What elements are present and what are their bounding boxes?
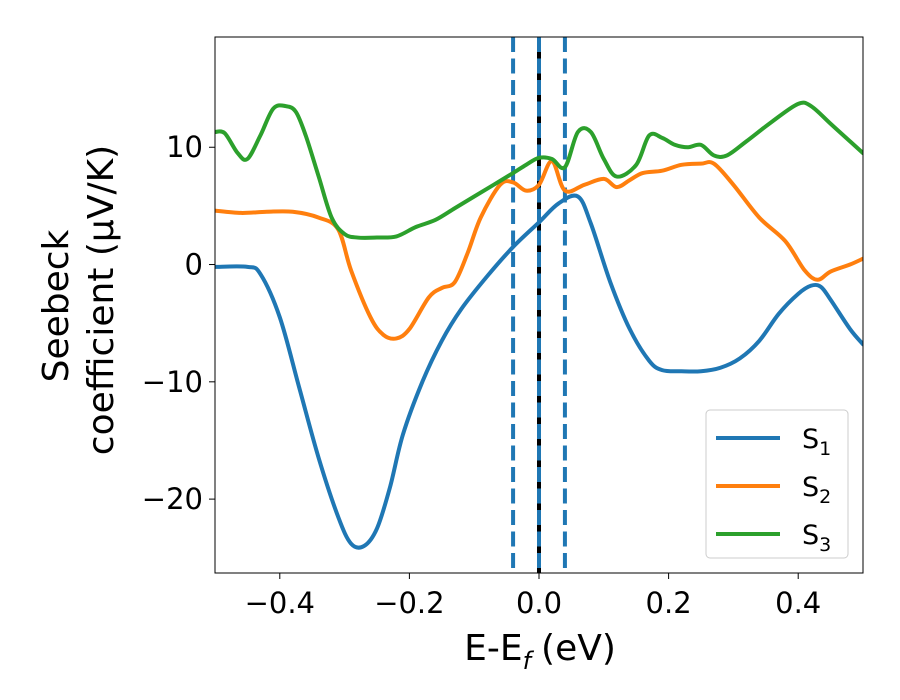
x-tick-label: 0.0 — [516, 586, 562, 620]
series-line-s1 — [215, 193, 863, 550]
x-axis-label: E-Ef (eV) — [464, 628, 616, 675]
y-tick-label: −20 — [142, 482, 203, 516]
legend-label-s2: S2 — [802, 472, 831, 508]
y-tick-label: −10 — [142, 365, 203, 399]
x-tick-label: 0.2 — [646, 586, 692, 620]
y-axis-label-line2: coefficient (μV/K) — [81, 145, 122, 455]
vertical-reference-lines — [511, 37, 567, 573]
x-tick-label: 0.4 — [775, 586, 821, 620]
x-tick-label: −0.2 — [374, 586, 444, 620]
y-axis-label-line1: Seebeck — [36, 229, 77, 382]
series-lines — [215, 100, 863, 550]
x-tick-label: −0.4 — [245, 586, 315, 620]
y-tick-label: 0 — [185, 248, 203, 282]
legend-label-s3: S3 — [802, 520, 831, 556]
y-tick-label: 10 — [166, 130, 203, 164]
y-axis-ticks: −20 −10 0 10 — [142, 130, 215, 516]
series-line-s3 — [215, 100, 863, 240]
legend: S1 S2 S3 — [705, 409, 849, 559]
x-axis-label-main: E-E — [464, 628, 522, 669]
legend-label-s1: S1 — [802, 424, 831, 460]
x-axis-label-unit: (eV) — [541, 628, 616, 669]
x-axis-ticks: −0.4 −0.2 0.0 0.2 0.4 — [245, 573, 821, 620]
series-line-s2 — [215, 159, 863, 341]
